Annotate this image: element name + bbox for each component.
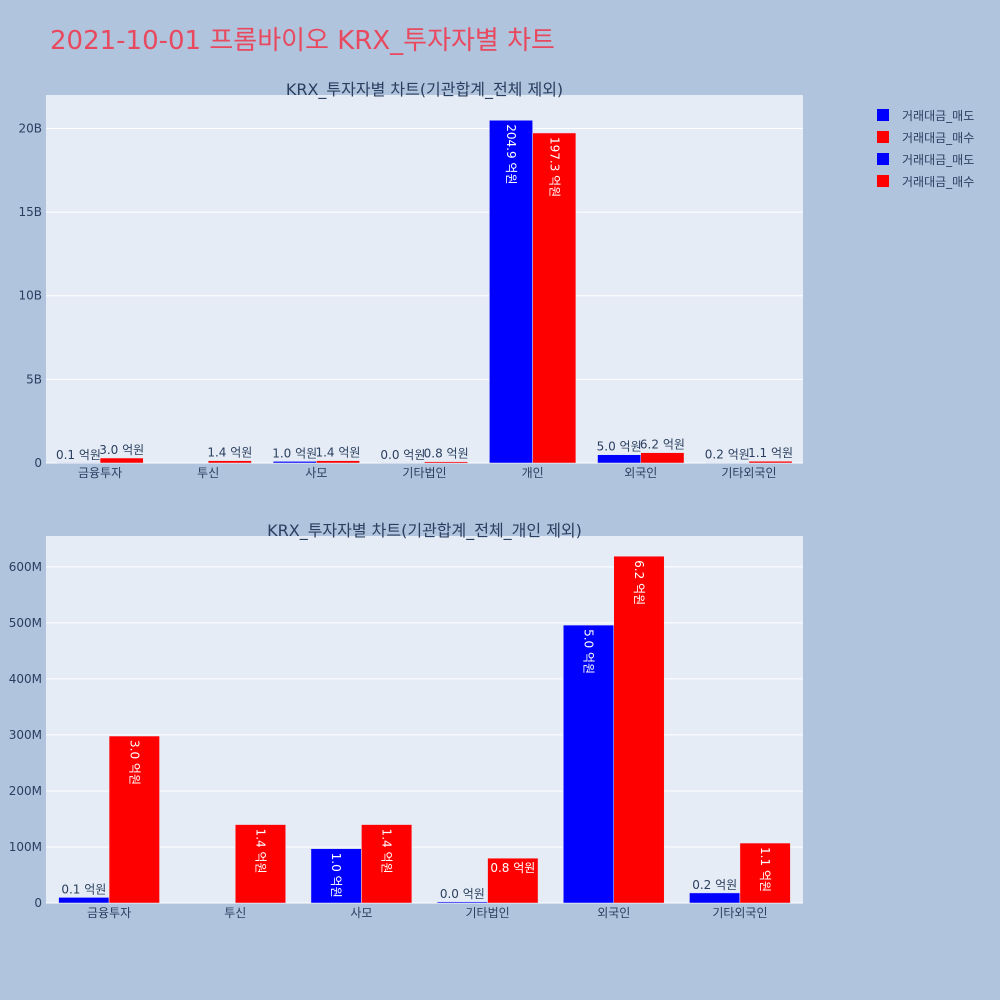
top-data-label: 0.8 억원 — [424, 447, 469, 461]
top-chart-title: KRX_투자자별 차트(기관합계_전체 제외) — [286, 80, 563, 100]
top-y-tick-label: 5B — [26, 372, 42, 386]
top-bar-buy[interactable] — [640, 452, 685, 464]
top-plot-area — [46, 95, 803, 463]
top-bar-sell[interactable] — [597, 454, 642, 464]
bottom-y-tick-label: 400M — [9, 672, 42, 686]
top-data-label: 1.4 억원 — [315, 446, 360, 460]
bottom-y-tick-label: 600M — [9, 560, 42, 574]
bottom-data-label: 5.0 억원 — [582, 629, 596, 674]
bottom-data-label: 1.0 억원 — [329, 853, 343, 898]
bottom-bar-chart: 0 100M 200M 300M 400M 500M 600M KRX_투자자별 차트(기관합… — [9, 521, 803, 920]
bottom-bar-sell[interactable] — [436, 901, 488, 904]
legend-swatch[interactable] — [877, 175, 889, 187]
bottom-bar-buy[interactable] — [739, 842, 791, 904]
top-data-label: 0.2 억원 — [705, 448, 750, 462]
bottom-data-label: 3.0 억원 — [127, 740, 141, 785]
top-data-label: 197.3 억원 — [547, 137, 561, 197]
top-x-tick-label: 사모 — [305, 466, 327, 480]
bottom-y-tick-label: 500M — [9, 616, 42, 630]
top-bar-chart: 0 5B 10B 15B 20B KRX_투자자별 차트(기관합계_전체 제외) 금융투자 0… — [18, 80, 803, 480]
top-data-label: 6.2 억원 — [640, 438, 685, 452]
bottom-bar-buy[interactable] — [235, 824, 286, 904]
bottom-bar-sell[interactable] — [563, 624, 614, 904]
bottom-bar-buy[interactable] — [361, 824, 413, 904]
bottom-y-tick-label: 300M — [9, 728, 42, 742]
top-data-label: 0.1 억원 — [56, 448, 101, 462]
bottom-x-tick-label: 기타외국인 — [712, 906, 767, 920]
top-y-tick-label: 20B — [18, 121, 42, 135]
bottom-data-label: 1.4 억원 — [253, 829, 267, 874]
top-y-tick-label: 15B — [18, 205, 42, 219]
bottom-x-tick-label: 외국인 — [597, 906, 630, 920]
top-data-label: 1.1 억원 — [748, 446, 793, 460]
top-bar-buy[interactable] — [532, 132, 577, 464]
top-data-label: 1.4 억원 — [207, 446, 252, 460]
bottom-data-label: 0.1 억원 — [61, 882, 106, 896]
bottom-data-label: 1.1 억원 — [758, 847, 772, 892]
bottom-y-tick-label: 200M — [9, 784, 42, 798]
legend-swatch[interactable] — [877, 153, 889, 165]
bottom-bar-buy[interactable] — [613, 555, 665, 904]
top-data-label: 1.0 억원 — [272, 446, 317, 460]
bottom-plot-area — [46, 536, 803, 903]
bottom-data-label: 0.0 억원 — [440, 887, 485, 901]
top-x-tick-label: 투신 — [197, 466, 219, 480]
page-title: 2021-10-01 프롬바이오 KRX_투자자별 차트 — [50, 26, 555, 56]
bottom-y-tick-label: 0 — [34, 896, 42, 910]
bottom-bar-sell[interactable] — [310, 848, 362, 904]
legend-entry-label[interactable]: 거래대금_매도 — [902, 153, 974, 167]
legend-swatch[interactable] — [877, 131, 889, 143]
bottom-x-tick-label: 사모 — [350, 906, 372, 920]
legend-swatch[interactable] — [877, 109, 889, 121]
top-data-label: 0.0 억원 — [380, 448, 425, 462]
top-x-tick-label: 개인 — [522, 466, 544, 480]
top-data-label: 3.0 억원 — [99, 443, 144, 457]
top-bar-buy[interactable] — [207, 460, 252, 464]
top-data-label: 5.0 억원 — [597, 440, 642, 454]
top-y-tick-label: 0 — [34, 456, 42, 470]
top-bar-buy[interactable] — [424, 461, 469, 464]
top-data-label: 204.9 억원 — [504, 124, 518, 184]
bottom-x-tick-label: 투신 — [224, 906, 246, 920]
bottom-bar-buy[interactable] — [108, 735, 160, 904]
top-bar-buy[interactable] — [316, 460, 360, 464]
top-bar-sell[interactable] — [489, 120, 533, 464]
legend-entry-label[interactable]: 거래대금_매수 — [902, 131, 974, 145]
top-y-tick-label: 10B — [18, 289, 42, 303]
top-x-tick-label: 기타외국인 — [721, 466, 776, 480]
top-x-tick-label: 금융투자 — [78, 466, 122, 480]
bottom-x-tick-label: 기타법인 — [465, 906, 509, 920]
bottom-y-tick-label: 100M — [9, 840, 42, 854]
bottom-x-tick-label: 금융투자 — [87, 906, 131, 920]
top-bar-buy[interactable] — [99, 457, 144, 464]
bottom-bar-sell[interactable] — [689, 892, 741, 904]
top-bar-buy[interactable] — [748, 460, 793, 464]
bottom-data-label: 1.4 억원 — [380, 829, 394, 874]
top-x-tick-label: 외국인 — [624, 466, 657, 480]
bottom-bar-sell[interactable] — [58, 897, 110, 904]
bottom-data-label: 0.8 억원 — [490, 861, 535, 875]
bottom-bar-buy[interactable] — [487, 857, 539, 904]
top-bar-sell[interactable] — [272, 461, 317, 464]
bottom-data-label: 6.2 억원 — [632, 560, 646, 605]
legend-entry-label[interactable]: 거래대금_매도 — [902, 109, 974, 123]
bottom-data-label: 0.2 억원 — [692, 878, 737, 892]
top-x-tick-label: 기타법인 — [402, 466, 446, 480]
bottom-chart-title: KRX_투자자별 차트(기관합계_전체_개인 제외) — [267, 521, 582, 541]
legend-entry-label[interactable]: 거래대금_매수 — [902, 175, 974, 189]
